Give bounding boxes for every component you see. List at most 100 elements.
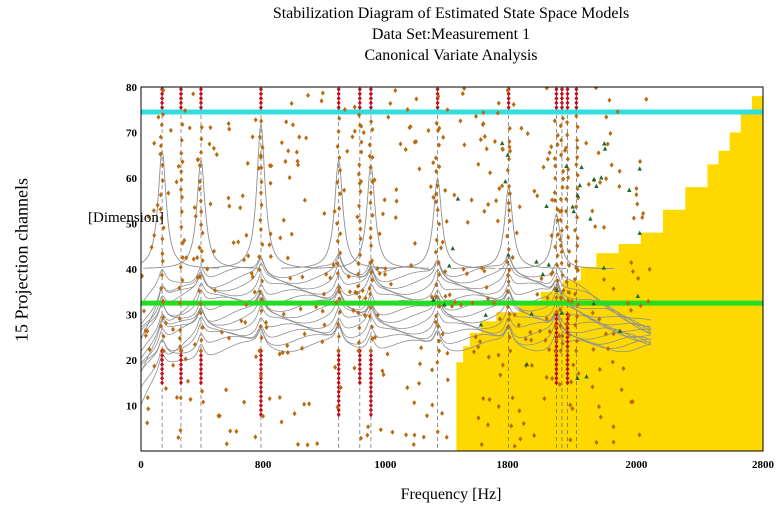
frequency-stable-pole [160, 111, 165, 118]
frequency-stable-pole [487, 396, 492, 403]
frequency-stable-pole [523, 336, 528, 342]
frequency-stable-pole [285, 350, 290, 356]
frequency-stable-pole [436, 272, 441, 278]
frequency-stable-pole [558, 236, 563, 243]
plot-frame [140, 86, 764, 452]
frequency-stable-pole [508, 348, 513, 354]
frequency-stable-pole [338, 385, 343, 391]
spectrum-curve [141, 261, 652, 334]
frequency-stable-pole [561, 176, 566, 182]
frequency-stable-pole [180, 277, 185, 283]
frequency-stable-pole [593, 223, 598, 230]
stable-pole [435, 95, 440, 101]
stable-pole [554, 104, 559, 111]
stable-pole [198, 361, 203, 368]
frequency-stable-pole [434, 313, 439, 319]
stable-pole [559, 87, 564, 92]
frequency-stable-pole [314, 304, 319, 310]
frequency-stable-pole [178, 300, 183, 306]
frequency-stable-pole [179, 150, 184, 156]
frequency-stable-pole [433, 155, 438, 161]
frequency-stable-pole [615, 109, 620, 115]
frequency-stable-pole [200, 258, 205, 264]
frequency-stable-pole [289, 100, 294, 107]
damping-stable-pole [602, 141, 607, 146]
frequency-stable-pole [241, 257, 246, 263]
frequency-stable-pole [555, 278, 560, 284]
frequency-stable-pole [567, 262, 572, 269]
frequency-stable-pole [198, 348, 203, 354]
frequency-stable-pole [574, 204, 579, 210]
frequency-stable-pole [508, 191, 513, 197]
stable-pole [258, 357, 263, 363]
frequency-stable-pole [598, 179, 603, 185]
frequency-stable-pole [543, 337, 548, 343]
frequency-stable-pole [606, 346, 611, 352]
frequency-stable-pole [567, 248, 572, 255]
frequency-stable-pole [409, 262, 414, 268]
frequency-stable-pole [284, 119, 289, 125]
frequency-stable-pole [611, 331, 616, 337]
frequency-stable-pole [429, 294, 434, 300]
stable-pole [554, 321, 559, 327]
frequency-stable-pole [161, 314, 166, 321]
frequency-stable-pole [231, 240, 236, 246]
stable-pole [435, 87, 440, 92]
frequency-stable-pole [506, 324, 511, 330]
stable-pole [565, 87, 570, 92]
frequency-stable-pole [575, 172, 580, 178]
frequency-stable-pole [576, 302, 581, 308]
frequency-stable-pole [519, 125, 524, 131]
frequency-stable-pole [476, 415, 481, 421]
damping-stable-pole [431, 297, 436, 302]
frequency-stable-pole [368, 200, 373, 206]
frequency-stable-pole [386, 114, 391, 120]
frequency-stable-pole [383, 266, 388, 272]
damping-stable-pole [584, 374, 589, 379]
stable-pole [160, 95, 165, 101]
frequency-stable-pole [443, 293, 448, 299]
frequency-stable-pole [478, 136, 483, 143]
frequency-stable-pole [481, 121, 486, 127]
frequency-stable-pole [257, 267, 262, 273]
frequency-stable-pole [368, 348, 373, 354]
frequency-stable-pole [517, 204, 522, 210]
frequency-stable-pole [178, 186, 183, 193]
frequency-stable-pole [381, 372, 386, 378]
stable-pole [198, 366, 203, 372]
frequency-stable-pole [484, 284, 489, 291]
stable-pole [574, 100, 579, 106]
frequency-stable-pole [560, 115, 565, 121]
frequency-stable-pole [553, 244, 558, 250]
frequency-stable-pole [141, 308, 146, 314]
frequency-stable-pole [356, 171, 361, 177]
frequency-stable-pole [356, 348, 361, 354]
frequency-stable-pole [508, 148, 513, 154]
frequency-stable-pole [238, 205, 243, 211]
frequency-stable-pole [461, 266, 466, 272]
frequency-stable-pole [566, 166, 571, 172]
frequency-stable-pole [569, 379, 574, 385]
frequency-stable-pole [359, 123, 364, 129]
frequency-stable-pole [159, 272, 164, 278]
frequency-stable-pole [359, 139, 364, 145]
frequency-stable-pole [564, 224, 569, 230]
stable-pole [160, 366, 165, 372]
frequency-stable-pole [208, 201, 213, 207]
frequency-stable-pole [550, 375, 555, 382]
frequency-stable-pole [458, 118, 463, 124]
frequency-stable-pole [145, 395, 150, 401]
frequency-stable-pole [552, 197, 557, 204]
stable-pole [198, 95, 203, 101]
stable-pole [554, 325, 559, 331]
stable-pole [565, 357, 570, 363]
frequency-stable-pole [564, 145, 569, 151]
frequency-stable-pole [496, 352, 501, 358]
damping-stable-pole [554, 287, 560, 292]
frequency-stable-pole [298, 306, 303, 312]
frequency-stable-pole [404, 432, 409, 438]
frequency-stable-pole [168, 127, 173, 133]
stable-pole [336, 375, 341, 381]
stable-pole [258, 393, 263, 399]
frequency-stable-pole [532, 432, 537, 439]
